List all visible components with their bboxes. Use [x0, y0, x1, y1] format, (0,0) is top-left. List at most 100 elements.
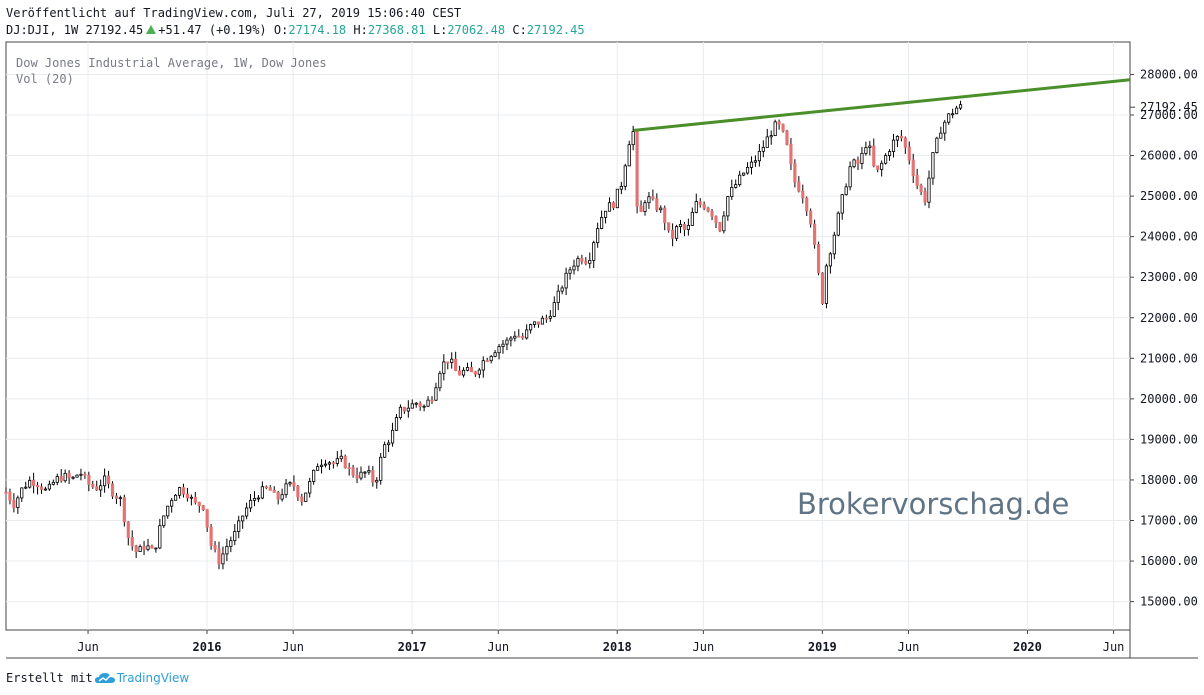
y-tick-label: 24000.00 — [1140, 230, 1198, 244]
candle-body — [300, 496, 304, 502]
y-tick-label: 25000.00 — [1140, 189, 1198, 203]
candle-body — [181, 487, 186, 495]
watermark: Brokervorschag.de — [797, 487, 1069, 521]
candle-body — [564, 272, 568, 289]
candle-body — [556, 290, 560, 303]
candle-body — [59, 476, 63, 482]
candle-body — [106, 475, 111, 485]
candle-body — [911, 159, 915, 176]
candle-body — [355, 474, 359, 479]
y-tick-label: 22000.00 — [1140, 311, 1198, 325]
candle-body — [749, 161, 754, 168]
candle-body — [67, 472, 71, 479]
candle-body — [836, 212, 840, 236]
tradingview-brand[interactable]: TradingView — [116, 671, 190, 685]
candle-body — [734, 184, 738, 188]
candle-body — [576, 258, 580, 267]
candle-body — [99, 485, 103, 491]
candle-body — [876, 165, 880, 170]
candle-body — [899, 135, 903, 139]
candle-body — [690, 211, 694, 226]
candle-body — [189, 496, 193, 499]
candle-body — [872, 145, 876, 167]
candle-body — [797, 181, 801, 192]
x-tick-label: 2016 — [193, 640, 222, 654]
candle-body — [248, 499, 253, 509]
candle-body — [809, 210, 813, 225]
candle-body — [422, 405, 426, 408]
candle-body — [158, 525, 162, 549]
candle-body — [659, 207, 663, 211]
candle-body — [493, 352, 497, 357]
candle-body — [477, 369, 481, 375]
ohlc-header: DJ:DJI, 1W 27192.45 +51.47 (+0.19%) O:271… — [6, 23, 585, 37]
candle-body — [887, 151, 892, 156]
candle-body — [738, 174, 742, 186]
candle-body — [753, 160, 758, 163]
candle-body — [631, 131, 635, 146]
candle-body — [383, 444, 387, 458]
candle-body — [864, 147, 868, 154]
candle-body — [292, 482, 296, 487]
candle-body — [805, 197, 809, 212]
candle-body — [284, 483, 288, 496]
trendline[interactable] — [633, 78, 1131, 132]
candle-body — [785, 130, 789, 145]
candle-body — [639, 205, 643, 212]
candle-body — [398, 406, 403, 419]
candle-body — [832, 234, 836, 255]
candle-body — [126, 521, 130, 538]
plot-area[interactable] — [5, 41, 1131, 631]
candle-body — [580, 258, 584, 262]
candle-body — [730, 187, 734, 198]
tradingview-logo-icon — [94, 672, 115, 687]
candle-body — [600, 216, 604, 229]
y-tick-label: 21000.00 — [1140, 351, 1198, 365]
candle-body — [678, 223, 683, 227]
candle-body — [387, 442, 391, 446]
close-label: C: — [512, 23, 527, 37]
candle-body — [603, 210, 608, 218]
candle-body — [465, 367, 470, 371]
candle-body — [39, 486, 44, 490]
x-tick-label: Jun — [487, 640, 509, 654]
candle-body — [560, 287, 564, 292]
candle-body — [130, 537, 134, 547]
candle-body — [28, 479, 32, 488]
candle-body — [828, 253, 832, 267]
candle-body — [16, 497, 20, 508]
candle-body — [446, 361, 450, 364]
y-tick-label: 15000.00 — [1140, 595, 1198, 609]
candle-body — [32, 479, 36, 486]
candle-body — [201, 505, 205, 510]
volume-legend: Vol (20) — [16, 72, 74, 86]
candle-body — [742, 172, 746, 176]
candle-body — [513, 335, 517, 339]
candle-body — [363, 471, 367, 474]
candle-body — [615, 188, 619, 209]
candle-body — [406, 407, 410, 412]
candle-body — [170, 499, 174, 507]
candle-body — [312, 469, 316, 482]
candle-body — [958, 104, 963, 109]
candle-body — [469, 367, 474, 373]
x-tick-label: 2018 — [603, 640, 632, 654]
candle-body — [627, 144, 631, 167]
x-tick-label: 2020 — [1013, 640, 1042, 654]
candle-body — [55, 476, 59, 483]
candle-body — [671, 229, 675, 239]
candle-body — [237, 520, 241, 532]
candle-body — [710, 210, 714, 217]
candle-body — [118, 497, 122, 500]
candle-body — [221, 553, 225, 565]
candle-body — [35, 485, 40, 488]
candle-body — [517, 335, 521, 338]
candle-body — [461, 369, 466, 376]
candle-body — [769, 135, 773, 138]
candle-body — [497, 346, 501, 354]
candle-body — [816, 244, 821, 274]
candle-body — [765, 136, 769, 148]
candle-body — [379, 456, 383, 481]
y-tick-label: 19000.00 — [1140, 432, 1198, 446]
